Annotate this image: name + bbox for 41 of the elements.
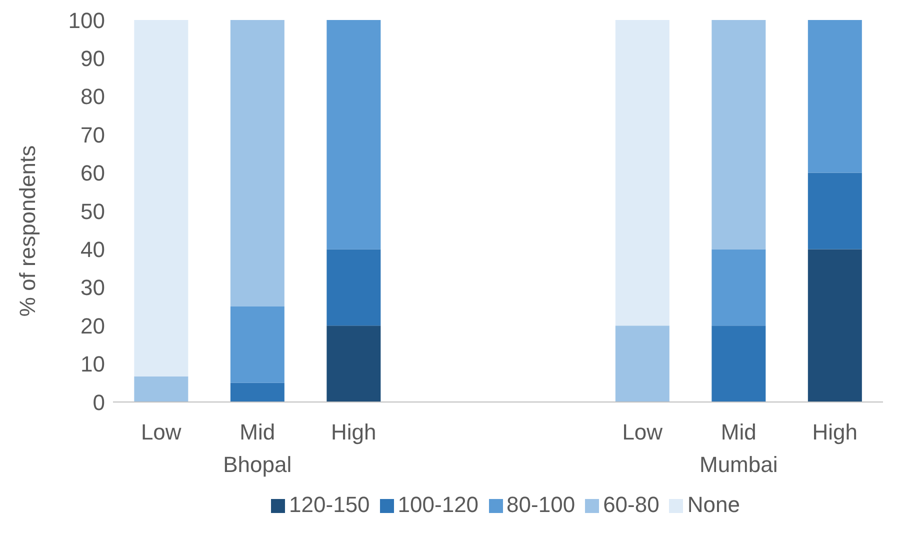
bar	[808, 249, 862, 402]
bar	[615, 326, 670, 402]
bar	[230, 306, 284, 383]
x-tick-label: Mid	[240, 420, 276, 445]
bar	[326, 249, 381, 326]
bar	[712, 249, 766, 326]
y-tick-label: 80	[80, 84, 105, 110]
legend-label: 60-80	[603, 492, 660, 517]
x-tick-label: Low	[140, 420, 182, 445]
y-tick-label: 0	[92, 390, 105, 415]
bar	[134, 376, 188, 402]
y-tick-label: 40	[80, 237, 105, 262]
bar	[326, 326, 381, 402]
x-tick-label: Low	[622, 420, 663, 445]
y-axis-title: % of respondents	[14, 145, 40, 317]
legend-label: None	[687, 492, 740, 517]
text: Bhopal	[222, 452, 293, 478]
legend-label: 80-100	[506, 492, 576, 517]
bar	[230, 382, 284, 402]
y-tick-label: 60	[80, 160, 105, 186]
y-tick-label: 30	[80, 275, 105, 300]
y-tick-label: 70	[80, 122, 105, 148]
bar	[326, 20, 381, 250]
bar	[808, 20, 862, 173]
x-tick-label: Mid	[720, 420, 756, 445]
x-tick-label: High	[331, 420, 376, 445]
text: Mumbai	[698, 452, 779, 478]
bar	[808, 172, 862, 250]
y-tick-label: 90	[80, 46, 105, 72]
bar	[134, 20, 188, 376]
legend-label: 120-150	[289, 492, 370, 517]
legend-label: 100-120	[398, 492, 479, 517]
bar	[615, 20, 670, 326]
y-tick-label: 100	[68, 8, 105, 33]
y-tick-label: 50	[80, 198, 105, 224]
y-tick-label: 20	[80, 313, 105, 338]
bar	[712, 326, 766, 402]
bar	[230, 20, 284, 306]
bar	[712, 20, 766, 250]
y-tick-label: 10	[80, 352, 105, 377]
x-tick-label: High	[812, 420, 858, 445]
